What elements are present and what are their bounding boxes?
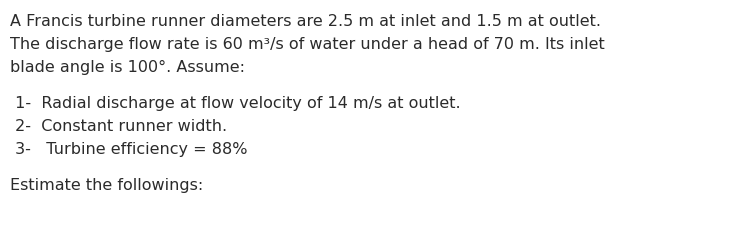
Text: blade angle is 100°. Assume:: blade angle is 100°. Assume:	[10, 60, 245, 75]
Text: 3-   Turbine efficiency = 88%: 3- Turbine efficiency = 88%	[10, 142, 247, 157]
Text: A Francis turbine runner diameters are 2.5 m at inlet and 1.5 m at outlet.: A Francis turbine runner diameters are 2…	[10, 14, 601, 29]
Text: Estimate the followings:: Estimate the followings:	[10, 178, 203, 193]
Text: The discharge flow rate is 60 m³/s of water under a head of 70 m. Its inlet: The discharge flow rate is 60 m³/s of wa…	[10, 37, 605, 52]
Text: 1-  Radial discharge at flow velocity of 14 m/s at outlet.: 1- Radial discharge at flow velocity of …	[10, 96, 460, 111]
Text: 2-  Constant runner width.: 2- Constant runner width.	[10, 119, 226, 134]
